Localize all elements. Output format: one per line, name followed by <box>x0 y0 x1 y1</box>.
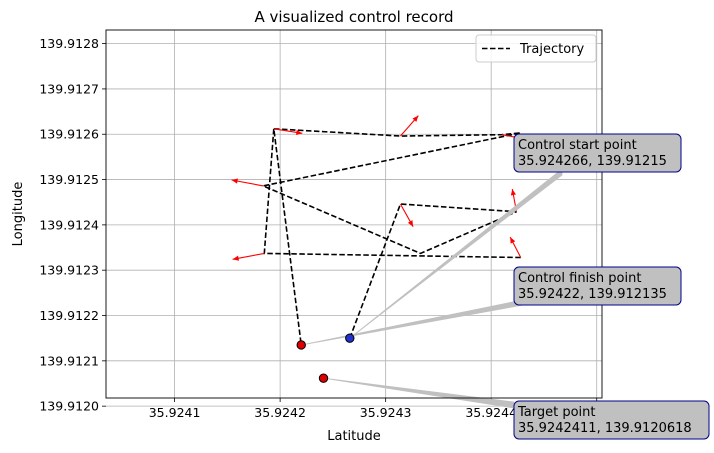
y-tick-label: 139.9127 <box>39 81 99 96</box>
y-tick-label: 139.9128 <box>39 36 99 51</box>
y-tick-label: 139.9122 <box>39 308 99 323</box>
data-point <box>296 340 306 350</box>
y-tick-label: 139.9124 <box>39 217 99 232</box>
direction-arrow <box>509 236 522 258</box>
x-tick-label: 35.9244 <box>465 405 517 420</box>
annotation-text-line: 35.9242411, 139.9120618 <box>518 421 692 436</box>
y-axis-label: Longitude <box>11 182 26 247</box>
y-tick-label: 139.9121 <box>39 353 99 368</box>
direction-arrow <box>399 203 414 227</box>
arrow-head <box>510 189 516 196</box>
annotation-text-line: 35.92422, 139.912135 <box>518 287 667 302</box>
grid <box>106 30 602 407</box>
direction-arrow <box>232 252 265 261</box>
arrow-head <box>407 220 414 227</box>
y-tick-label: 139.9120 <box>39 399 99 414</box>
data-point <box>318 373 329 383</box>
y-tick-label: 139.9126 <box>39 127 99 142</box>
direction-arrows <box>231 115 534 261</box>
x-tick-label: 35.9242 <box>254 405 306 420</box>
arrow-head <box>510 237 516 244</box>
legend: Trajectory <box>475 34 597 63</box>
arrow-head <box>295 129 303 135</box>
legend-box <box>475 34 597 63</box>
plot-frame <box>105 29 603 399</box>
annotation-box <box>513 266 682 306</box>
data-point <box>345 333 355 343</box>
arrow-head <box>412 115 419 122</box>
legend-entry-trajectory: Trajectory <box>519 42 584 57</box>
annotation-connector <box>323 377 515 409</box>
trajectory-line-segment <box>263 128 521 259</box>
x-axis-label: Latitude <box>327 429 381 444</box>
direction-arrow <box>231 178 264 187</box>
arrow-head <box>231 178 238 184</box>
chart-title: A visualized control record <box>255 8 454 26</box>
y-tick-label: 139.9125 <box>39 172 99 187</box>
direction-arrow <box>273 128 303 135</box>
annotation-text-line: Control finish point <box>518 271 641 286</box>
annotation-text-line: Target point <box>517 405 596 420</box>
x-tick-label: 35.9241 <box>149 405 201 420</box>
annotation-box <box>513 400 710 440</box>
y-tick-label: 139.9123 <box>39 263 99 278</box>
x-tick-label: 35.9243 <box>360 405 412 420</box>
arrow-head <box>232 255 240 261</box>
annotation-text-line: Control start point <box>518 138 637 153</box>
trajectory-line <box>260 127 521 346</box>
direction-arrow <box>400 115 419 137</box>
y-axis-ticks: 139.9120 139.9121 139.9122 139.9123 139.9124… <box>39 36 106 414</box>
marked-points <box>296 333 355 383</box>
annotation-text-line: 35.924266, 139.91215 <box>518 154 667 169</box>
annotation-box <box>513 133 682 173</box>
